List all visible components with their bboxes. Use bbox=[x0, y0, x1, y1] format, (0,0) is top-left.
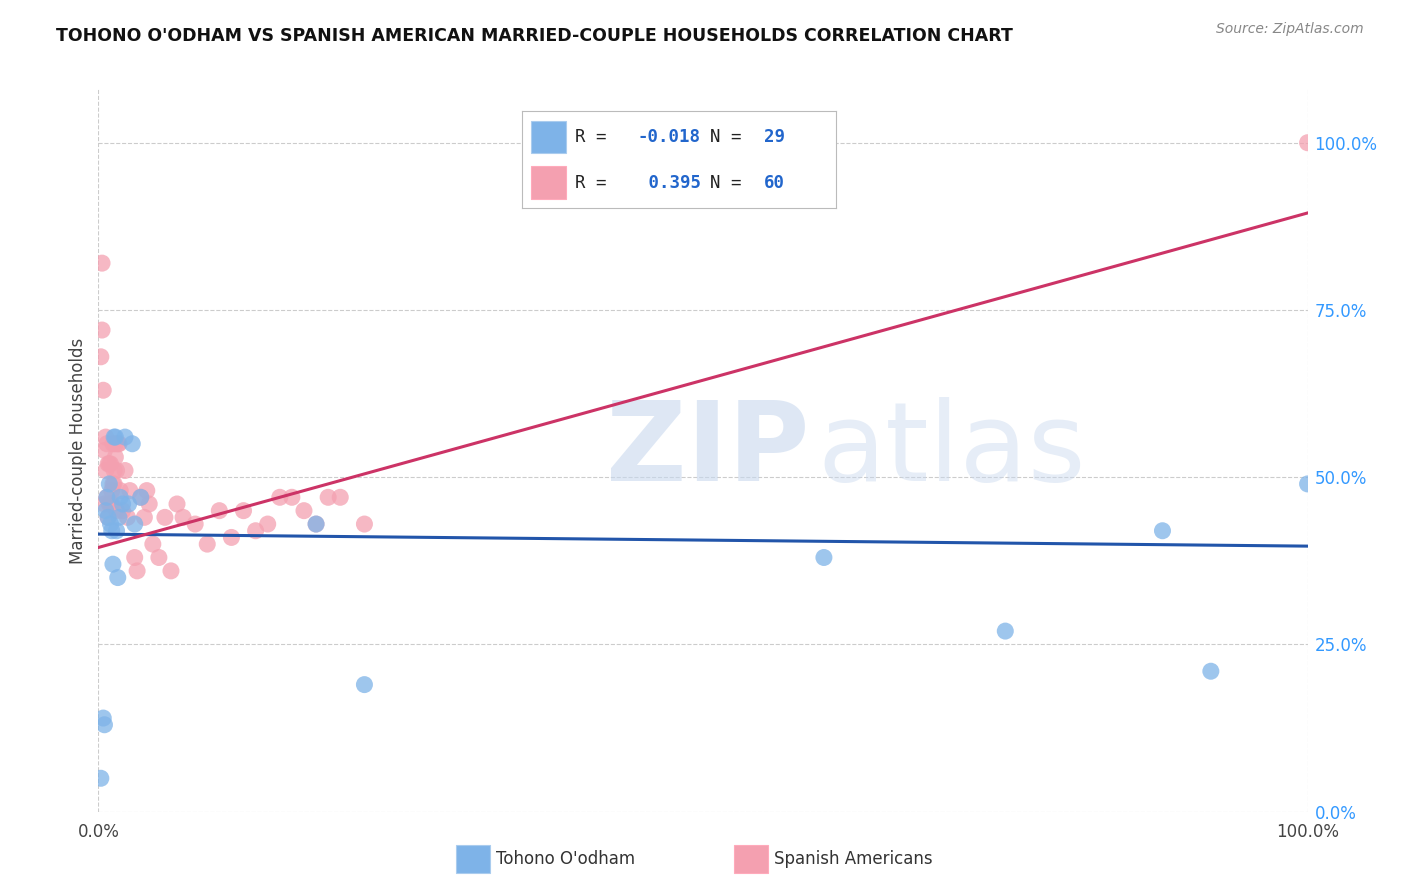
Point bbox=[124, 517, 146, 532]
Point bbox=[100, 457, 122, 471]
Point bbox=[101, 476, 124, 491]
Point bbox=[129, 491, 152, 505]
Point bbox=[353, 678, 375, 692]
Point bbox=[166, 497, 188, 511]
Point bbox=[97, 510, 120, 524]
Point bbox=[813, 550, 835, 565]
Point bbox=[129, 491, 152, 505]
Point bbox=[1296, 136, 1319, 150]
Point bbox=[135, 483, 157, 498]
Point bbox=[107, 571, 129, 585]
Point bbox=[105, 464, 128, 478]
Point bbox=[134, 510, 156, 524]
Point bbox=[104, 450, 127, 465]
Point bbox=[103, 476, 125, 491]
Point bbox=[153, 510, 176, 524]
Point bbox=[281, 491, 304, 505]
Point bbox=[108, 483, 131, 498]
Point bbox=[91, 384, 114, 398]
Point bbox=[105, 524, 128, 538]
Point bbox=[104, 436, 127, 450]
Point bbox=[172, 510, 194, 524]
Point bbox=[96, 491, 118, 505]
Point bbox=[94, 430, 117, 444]
Point bbox=[1296, 476, 1319, 491]
Point bbox=[1199, 664, 1222, 679]
Point bbox=[97, 457, 120, 471]
Point bbox=[195, 537, 218, 551]
Point bbox=[105, 503, 128, 517]
Point bbox=[94, 503, 117, 517]
Text: Tohono O'odham: Tohono O'odham bbox=[496, 849, 636, 868]
Text: Source: ZipAtlas.com: Source: ZipAtlas.com bbox=[1216, 22, 1364, 37]
Point bbox=[98, 497, 121, 511]
Point bbox=[93, 717, 115, 731]
Point bbox=[100, 497, 122, 511]
Point bbox=[100, 517, 122, 532]
Point bbox=[100, 483, 122, 498]
Point bbox=[101, 436, 124, 450]
Text: TOHONO O'ODHAM VS SPANISH AMERICAN MARRIED-COUPLE HOUSEHOLDS CORRELATION CHART: TOHONO O'ODHAM VS SPANISH AMERICAN MARRI… bbox=[56, 27, 1014, 45]
Point bbox=[329, 491, 352, 505]
Text: ZIP: ZIP bbox=[606, 397, 810, 504]
Point bbox=[114, 430, 136, 444]
Point bbox=[103, 430, 125, 444]
Point bbox=[98, 457, 121, 471]
Point bbox=[101, 557, 124, 572]
Point bbox=[117, 510, 139, 524]
Point bbox=[269, 491, 291, 505]
Point bbox=[208, 503, 231, 517]
Bar bbox=[734, 846, 768, 872]
Point bbox=[91, 256, 114, 270]
Point bbox=[245, 524, 267, 538]
Point bbox=[90, 350, 112, 364]
Point bbox=[93, 443, 115, 458]
Point bbox=[96, 491, 118, 505]
Point bbox=[111, 503, 134, 517]
Point bbox=[108, 436, 131, 450]
Point bbox=[1152, 524, 1174, 538]
Point bbox=[142, 537, 165, 551]
Y-axis label: Married-couple Households: Married-couple Households bbox=[69, 337, 87, 564]
Text: Spanish Americans: Spanish Americans bbox=[775, 849, 932, 868]
Point bbox=[305, 517, 328, 532]
Point bbox=[118, 497, 141, 511]
Point bbox=[124, 550, 146, 565]
Point bbox=[108, 510, 131, 524]
Point bbox=[221, 530, 243, 544]
Point bbox=[256, 517, 278, 532]
Point bbox=[93, 497, 115, 511]
Point bbox=[107, 436, 129, 450]
Point bbox=[90, 771, 112, 786]
Point bbox=[91, 323, 114, 337]
Point bbox=[994, 624, 1017, 639]
Point bbox=[316, 491, 339, 505]
Point bbox=[118, 483, 141, 498]
Point bbox=[108, 491, 131, 505]
Point bbox=[104, 430, 127, 444]
Point bbox=[103, 464, 125, 478]
Point bbox=[138, 497, 160, 511]
Point bbox=[96, 436, 118, 450]
Point bbox=[98, 476, 121, 491]
Point bbox=[184, 517, 207, 532]
Point bbox=[121, 436, 143, 450]
Point bbox=[111, 497, 134, 511]
Text: atlas: atlas bbox=[818, 397, 1087, 504]
Point bbox=[94, 464, 117, 478]
Point bbox=[353, 517, 375, 532]
Point bbox=[114, 464, 136, 478]
Point bbox=[160, 564, 183, 578]
Bar bbox=[456, 846, 489, 872]
Point bbox=[100, 497, 122, 511]
Point bbox=[148, 550, 170, 565]
Point bbox=[91, 711, 114, 725]
Point bbox=[305, 517, 328, 532]
Point bbox=[100, 524, 122, 538]
Point bbox=[292, 503, 315, 517]
Point bbox=[127, 564, 149, 578]
Point bbox=[97, 510, 120, 524]
Point bbox=[232, 503, 254, 517]
